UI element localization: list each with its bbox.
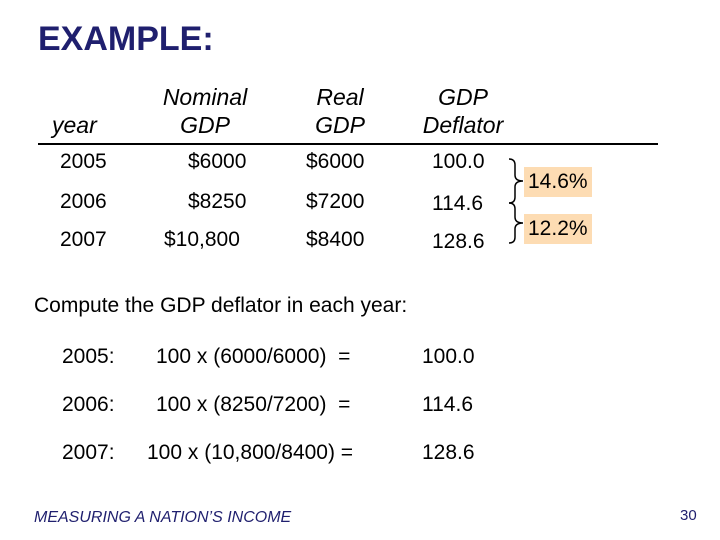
row-2005-deflator: 100.0 (432, 150, 485, 173)
slide-title: EXAMPLE: (38, 20, 214, 58)
calc-2007-result: 128.6 (422, 441, 475, 464)
calc-2006-result: 114.6 (422, 393, 473, 416)
header-real-line2: GDP (315, 112, 365, 138)
growth-brackets (508, 158, 524, 244)
header-deflator-line2: Deflator (422, 112, 504, 138)
growth-rate-2007: 12.2% (524, 214, 592, 244)
calc-2007-formula: 100 x (10,800/8400) = (147, 441, 354, 464)
header-deflator-line1: GDP (438, 84, 488, 110)
header-real-gdp: Real GDP (295, 83, 385, 139)
row-2006-year: 2006 (60, 190, 107, 213)
header-nominal-gdp: Nominal GDP (150, 83, 260, 139)
row-2007-nominal: $10,800 (164, 228, 240, 251)
row-2005-year: 2005 (60, 150, 107, 173)
row-2007-deflator: 128.6 (432, 230, 485, 253)
page-number: 30 (680, 507, 697, 524)
growth-rate-2006: 14.6% (524, 167, 592, 197)
calc-2007-label: 2007: (62, 441, 115, 464)
bracket-2005-2006 (508, 158, 524, 204)
header-nominal-line2: GDP (180, 112, 230, 138)
row-2006-real: $7200 (306, 190, 365, 213)
calc-2005-formula: 100 x (6000/6000) = (156, 345, 351, 368)
row-2006-deflator: 114.6 (432, 192, 483, 215)
table-header-rule (38, 143, 658, 145)
row-2006-nominal: $8250 (188, 190, 247, 213)
calc-2005-result: 100.0 (422, 345, 475, 368)
calc-2006-formula: 100 x (8250/7200) = (156, 393, 351, 416)
row-2007-real: $8400 (306, 228, 365, 251)
header-nominal-line1: Nominal (162, 84, 248, 110)
row-2005-real: $6000 (306, 150, 365, 173)
bracket-2006-2007 (508, 202, 524, 244)
header-gdp-deflator: GDP Deflator (408, 83, 518, 139)
header-real-line1: Real (316, 84, 364, 110)
calc-2005-label: 2005: (62, 345, 115, 368)
row-2007-year: 2007 (60, 228, 107, 251)
row-2005-nominal: $6000 (188, 150, 247, 173)
compute-heading: Compute the GDP deflator in each year: (34, 294, 408, 317)
calc-2006-label: 2006: (62, 393, 115, 416)
header-year: year (52, 112, 97, 138)
footer-chapter-title: MEASURING A NATION’S INCOME (34, 509, 292, 526)
